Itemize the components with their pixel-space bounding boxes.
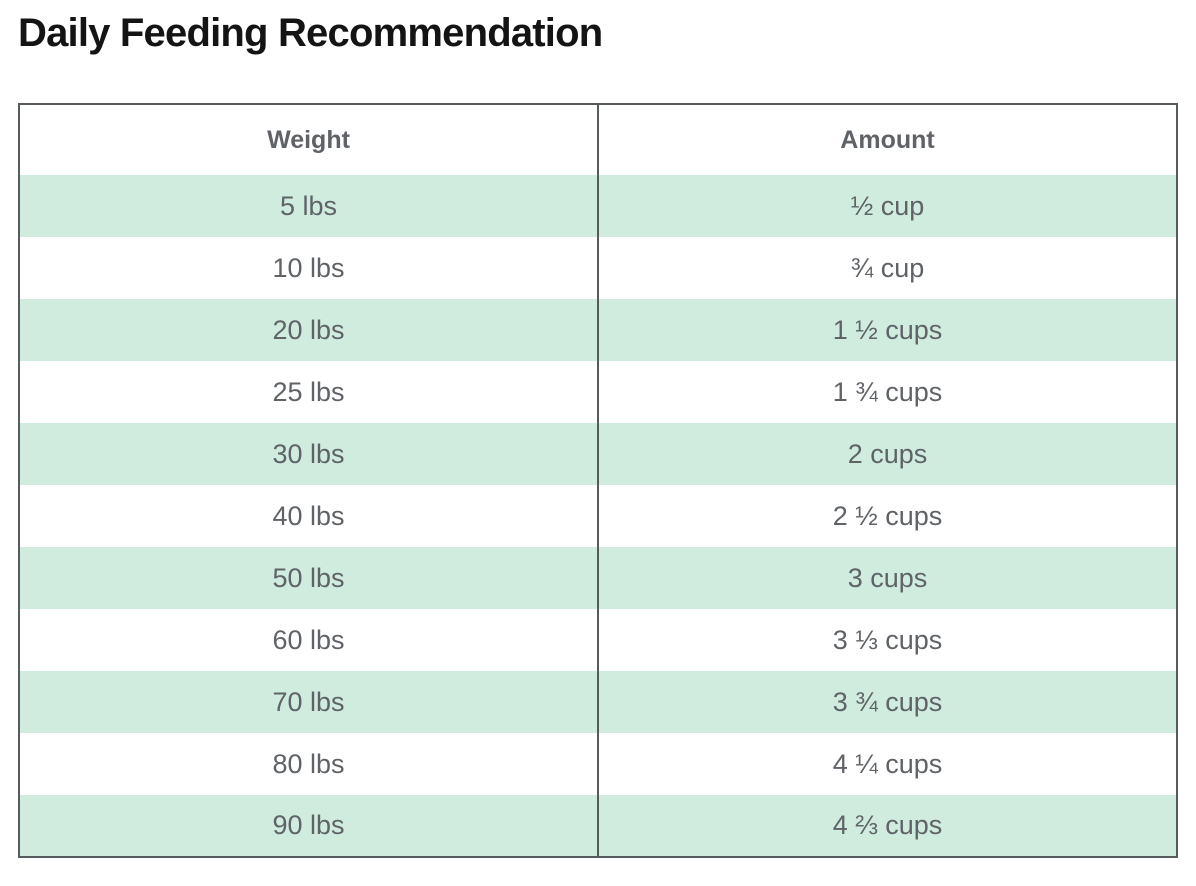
amount-cell: 2 cups (598, 423, 1177, 485)
amount-cell: 3 ⅓ cups (598, 609, 1177, 671)
weight-cell: 20 lbs (19, 299, 599, 361)
weight-cell: 60 lbs (19, 609, 599, 671)
table-row: 60 lbs 3 ⅓ cups (19, 609, 1177, 671)
table-row: 25 lbs 1 ¾ cups (19, 361, 1177, 423)
weight-cell: 70 lbs (19, 671, 599, 733)
weight-cell: 90 lbs (19, 795, 599, 857)
column-header-weight: Weight (19, 104, 599, 175)
table-row: 10 lbs ¾ cup (19, 237, 1177, 299)
weight-cell: 10 lbs (19, 237, 599, 299)
page-title: Daily Feeding Recommendation (18, 11, 603, 55)
column-header-amount: Amount (598, 104, 1177, 175)
weight-cell: 5 lbs (19, 175, 599, 237)
amount-cell: 3 cups (598, 547, 1177, 609)
table-header-row: Weight Amount (19, 104, 1177, 175)
table-row: 90 lbs 4 ⅔ cups (19, 795, 1177, 857)
table-row: 30 lbs 2 cups (19, 423, 1177, 485)
weight-cell: 80 lbs (19, 733, 599, 795)
weight-cell: 30 lbs (19, 423, 599, 485)
weight-cell: 25 lbs (19, 361, 599, 423)
amount-cell: 2 ½ cups (598, 485, 1177, 547)
table-header: Weight Amount (19, 104, 1177, 175)
amount-cell: 1 ¾ cups (598, 361, 1177, 423)
amount-cell: 4 ¼ cups (598, 733, 1177, 795)
amount-cell: 1 ½ cups (598, 299, 1177, 361)
table-row: 20 lbs 1 ½ cups (19, 299, 1177, 361)
weight-cell: 40 lbs (19, 485, 599, 547)
table-row: 40 lbs 2 ½ cups (19, 485, 1177, 547)
amount-cell: 4 ⅔ cups (598, 795, 1177, 857)
amount-cell: ½ cup (598, 175, 1177, 237)
table-row: 5 lbs ½ cup (19, 175, 1177, 237)
weight-cell: 50 lbs (19, 547, 599, 609)
feeding-table: Weight Amount 5 lbs ½ cup 10 lbs ¾ cup 20 lb… (18, 103, 1178, 858)
table-row: 80 lbs 4 ¼ cups (19, 733, 1177, 795)
table-body: 5 lbs ½ cup 10 lbs ¾ cup 20 lbs 1 ½ cups 25 lb… (19, 175, 1177, 857)
amount-cell: 3 ¾ cups (598, 671, 1177, 733)
amount-cell: ¾ cup (598, 237, 1177, 299)
table-row: 50 lbs 3 cups (19, 547, 1177, 609)
table-row: 70 lbs 3 ¾ cups (19, 671, 1177, 733)
